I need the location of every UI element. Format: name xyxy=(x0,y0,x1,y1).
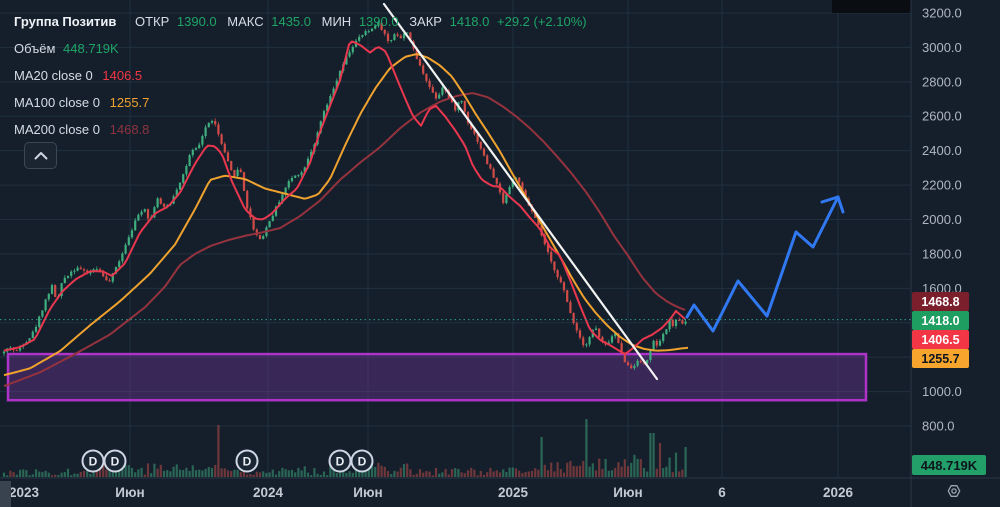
volume-label: Объём xyxy=(14,41,56,56)
volume-badge: 448.719K xyxy=(912,455,986,475)
ma100-line xyxy=(3,53,689,377)
price-badge: 1468.8 xyxy=(912,292,969,311)
dividend-marker-label: D xyxy=(89,455,98,469)
time-tick-label: Июн xyxy=(613,485,642,500)
dividend-marker[interactable] xyxy=(350,449,374,473)
price-tick-label: 800.0 xyxy=(922,418,955,433)
projection-arrow[interactable] xyxy=(685,195,845,333)
ma200-label: MA200 close 0 xyxy=(14,122,100,137)
symbol-title: Группа Позитив xyxy=(14,14,117,29)
candles-layer xyxy=(2,20,687,370)
close-value: 1418.0 xyxy=(449,14,490,29)
time-tick-label: 2023 xyxy=(9,485,40,500)
low-value: 1390.0 xyxy=(358,14,399,29)
trend-line[interactable] xyxy=(382,2,659,381)
price-badge: 1406.5 xyxy=(912,330,969,349)
price-tick-label: 1000.0 xyxy=(922,384,962,399)
price-tick-label: 2000.0 xyxy=(922,212,962,227)
high-value: 1435.0 xyxy=(271,14,311,29)
dividend-marker-label: D xyxy=(243,455,252,469)
bottom-left-corner-tab xyxy=(0,481,11,507)
change-value: +29.2 (+2.10%) xyxy=(497,14,587,29)
ma100-line xyxy=(3,53,689,377)
price-tick-label: 3000.0 xyxy=(922,40,962,55)
chart-legend: Группа Позитив ОТКР 1390.0 МАКС 1435.0 М… xyxy=(14,8,587,143)
ma20-label: MA20 close 0 xyxy=(14,68,93,83)
open-label: ОТКР xyxy=(134,14,170,29)
support-zone-rectangle[interactable] xyxy=(6,352,868,402)
price-axis[interactable]: 3200.0 3000.0 2800.0 2600.0 2400.0 2200.0 2000… xyxy=(922,6,962,434)
arrow-head xyxy=(836,195,845,214)
price-tick-label: 2600.0 xyxy=(922,109,962,124)
time-tick-label: Июн xyxy=(115,485,144,500)
ma200-value: 1468.8 xyxy=(109,122,150,137)
price-tick-label: 2800.0 xyxy=(922,74,962,89)
chevron-up-icon xyxy=(34,152,47,160)
legend-ohlc-row[interactable]: Группа Позитив ОТКР 1390.0 МАКС 1435.0 М… xyxy=(14,8,587,35)
grid-lines xyxy=(0,0,911,478)
time-tick-label: 2025 xyxy=(498,485,529,500)
close-label: ЗАКР xyxy=(409,14,442,29)
low-label: МИН xyxy=(321,14,352,29)
support-zone[interactable] xyxy=(6,352,868,402)
price-tick-label: 2400.0 xyxy=(922,143,962,158)
price-tick-label: 1800.0 xyxy=(922,246,962,261)
dividend-marker-label: D xyxy=(358,455,367,469)
collapse-legend-button[interactable] xyxy=(24,142,57,169)
ma20-value: 1406.5 xyxy=(102,68,143,83)
arrow-head xyxy=(820,195,840,204)
dividend-marker-label: D xyxy=(111,455,120,469)
legend-ma100-row[interactable]: MA100 close 0 1255.7 xyxy=(14,89,587,116)
dividend-marker[interactable] xyxy=(235,449,259,473)
gear-icon xyxy=(947,485,961,497)
ma100-label: MA100 close 0 xyxy=(14,95,100,110)
dividend-marker[interactable] xyxy=(103,449,127,473)
legend-ma200-row[interactable]: MA200 close 0 1468.8 xyxy=(14,116,587,143)
trend-line[interactable] xyxy=(382,2,659,381)
axis-settings-button[interactable] xyxy=(939,477,969,505)
time-tick-label: 6 xyxy=(718,485,726,500)
price-tick-label: 2200.0 xyxy=(922,178,962,193)
time-axis[interactable]: 2023 Июн 2024 Июн 2025 Июн 6 2026 xyxy=(9,485,854,500)
legend-ma20-row[interactable]: MA20 close 0 1406.5 xyxy=(14,62,587,89)
high-label: МАКС xyxy=(227,14,264,29)
legend-volume-row[interactable]: Объём 448.719K xyxy=(14,35,587,62)
price-badge: 1255.7 xyxy=(912,349,969,368)
volume-value: 448.719K xyxy=(63,41,119,56)
top-right-overlay xyxy=(832,0,911,13)
time-tick-label: 2024 xyxy=(253,485,284,500)
price-tick-label: 3200.0 xyxy=(922,6,962,21)
ma200-line xyxy=(3,92,686,388)
time-tick-label: Июн xyxy=(353,485,382,500)
ma20-line xyxy=(3,40,686,356)
price-badge: 1418.0 xyxy=(912,311,969,330)
open-value: 1390.0 xyxy=(176,14,217,29)
ma200-line xyxy=(3,92,686,388)
time-tick-label: 2026 xyxy=(823,485,854,500)
ma20-line xyxy=(3,40,686,356)
dividend-marker-label: D xyxy=(336,455,345,469)
projection-zigzag[interactable] xyxy=(685,195,840,333)
ma100-value: 1255.7 xyxy=(109,95,150,110)
